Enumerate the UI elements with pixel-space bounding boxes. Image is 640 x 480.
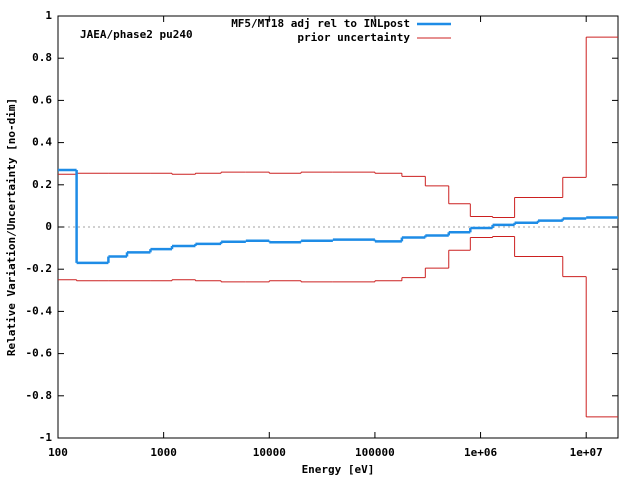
x-tick-label: 100000 (355, 446, 395, 459)
x-tick-label: 1e+07 (570, 446, 603, 459)
y-tick-label: -0.8 (26, 389, 53, 402)
annotation: JAEA/phase2 pu240 (80, 28, 193, 41)
y-tick-label: 0 (45, 220, 52, 233)
legend-label: prior uncertainty (297, 31, 410, 44)
y-tick-label: 0.2 (32, 178, 52, 191)
x-tick-label: 1e+06 (464, 446, 497, 459)
y-tick-label: -0.2 (26, 262, 53, 275)
x-axis-label: Energy [eV] (302, 463, 375, 476)
y-tick-label: -0.6 (26, 347, 53, 360)
legend-label: MF5/MT18 adj rel to INLpost (231, 17, 410, 30)
y-tick-label: -0.4 (26, 304, 53, 317)
y-tick-label: -1 (39, 431, 53, 444)
x-tick-label: 100 (48, 446, 68, 459)
y-tick-label: 0.8 (32, 51, 52, 64)
y-tick-label: 0.4 (32, 136, 52, 149)
y-tick-label: 1 (45, 9, 52, 22)
y-tick-label: 0.6 (32, 93, 52, 106)
x-tick-label: 1000 (150, 446, 177, 459)
y-axis-label: Relative Variation/Uncertainty [no-dim] (5, 98, 18, 356)
x-tick-label: 10000 (253, 446, 286, 459)
